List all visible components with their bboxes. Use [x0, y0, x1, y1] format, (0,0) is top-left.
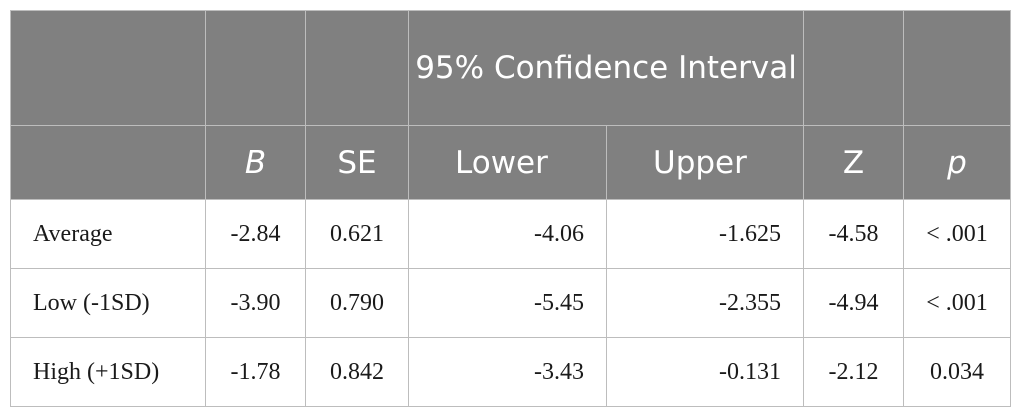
header-empty-corner	[10, 125, 206, 200]
header-row-columns: B SE Lower Upper Z p	[10, 125, 1012, 200]
table-row: Average -2.84 0.621 -4.06 -1.625 -4.58 <…	[10, 199, 1012, 269]
row-label: High (+1SD)	[10, 337, 206, 407]
header-upper: Upper	[605, 125, 805, 200]
cell-b: -1.78	[205, 337, 306, 407]
row-label: Low (-1SD)	[10, 268, 206, 338]
header-empty-se	[305, 10, 409, 126]
cell-z: -4.94	[803, 268, 905, 338]
cell-upper: -0.131	[605, 337, 805, 407]
cell-p: < .001	[903, 268, 1012, 338]
header-z: Z	[803, 125, 905, 200]
table-header: 95% Confidence Interval B SE Lower Upper…	[10, 10, 1012, 200]
header-se: SE	[305, 125, 409, 200]
header-empty-z	[803, 10, 905, 126]
results-table: 95% Confidence Interval B SE Lower Upper…	[10, 10, 1012, 407]
table-body: Average -2.84 0.621 -4.06 -1.625 -4.58 <…	[10, 199, 1012, 407]
cell-b: -3.90	[205, 268, 306, 338]
cell-se: 0.790	[305, 268, 409, 338]
cell-p: < .001	[903, 199, 1012, 269]
cell-lower: -4.06	[408, 199, 607, 269]
cell-z: -4.58	[803, 199, 905, 269]
header-row-group: 95% Confidence Interval	[10, 10, 1012, 126]
cell-upper: -2.355	[605, 268, 805, 338]
cell-lower: -3.43	[408, 337, 607, 407]
header-empty-label	[10, 10, 206, 126]
cell-z: -2.12	[803, 337, 905, 407]
cell-p: 0.034	[903, 337, 1012, 407]
header-b: B	[205, 125, 306, 200]
header-confidence-interval: 95% Confidence Interval	[407, 10, 805, 126]
cell-se: 0.842	[305, 337, 409, 407]
header-empty-b	[205, 10, 306, 126]
row-label: Average	[10, 199, 206, 269]
cell-lower: -5.45	[408, 268, 607, 338]
header-empty-p	[903, 10, 1012, 126]
cell-se: 0.621	[305, 199, 409, 269]
header-p: p	[903, 125, 1012, 200]
table-row: Low (-1SD) -3.90 0.790 -5.45 -2.355 -4.9…	[10, 268, 1012, 338]
header-lower: Lower	[408, 125, 607, 200]
cell-upper: -1.625	[605, 199, 805, 269]
table-row: High (+1SD) -1.78 0.842 -3.43 -0.131 -2.…	[10, 337, 1012, 407]
cell-b: -2.84	[205, 199, 306, 269]
